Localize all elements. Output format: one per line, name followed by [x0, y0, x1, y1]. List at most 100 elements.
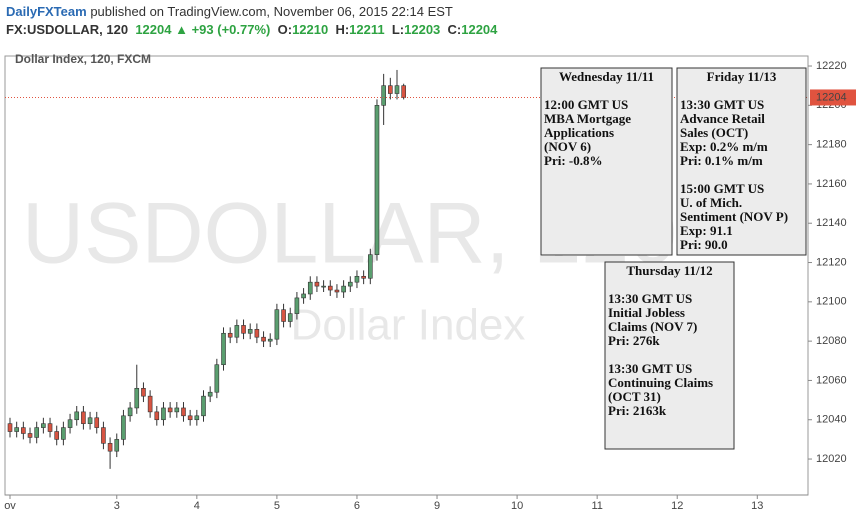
- x-tick-label: 11: [591, 500, 602, 512]
- candle-body: [321, 285, 326, 288]
- high-label: H:: [335, 22, 350, 37]
- candle-body: [388, 85, 393, 94]
- event-line: 13:30 GMT US: [608, 291, 692, 306]
- candle-body: [301, 293, 306, 299]
- candle-body: [121, 415, 126, 440]
- y-tick-label: 12080: [816, 335, 847, 347]
- event-line: Exp: 0.2% m/m: [680, 139, 768, 154]
- y-tick-label: 12040: [816, 414, 847, 426]
- candle-body: [61, 427, 66, 440]
- candle-body: [181, 407, 186, 417]
- change: +93 (+0.77%): [191, 22, 271, 37]
- symbol-line: FX:USDOLLAR, 120 12204 ▲ +93 (+0.77%) O:…: [6, 22, 497, 37]
- watermark-sub: Dollar Index: [291, 301, 526, 350]
- candle-body: [7, 423, 13, 432]
- event-box-frame: [604, 261, 735, 450]
- candle-body: [147, 395, 153, 413]
- candle-body: [154, 411, 160, 421]
- y-tick-label: 12060: [816, 374, 847, 386]
- candle-body: [21, 427, 26, 434]
- y-tick-label: 12180: [816, 139, 847, 151]
- event-line: Claims (NOV 7): [608, 319, 697, 334]
- candle-body: [241, 325, 246, 334]
- event-line: (NOV 6): [544, 139, 591, 154]
- event-line: MBA Mortgage: [544, 111, 631, 126]
- candle-body: [247, 329, 253, 334]
- y-tick-label: 12120: [816, 256, 847, 268]
- candle-body: [274, 309, 280, 340]
- y-tick-label: 12160: [816, 178, 847, 190]
- x-tick-label: 12: [671, 500, 683, 512]
- candle-body: [167, 407, 173, 413]
- high-value: 12211: [349, 22, 385, 37]
- candle-body: [361, 275, 366, 279]
- candle-body: [41, 423, 46, 428]
- event-line: 12:00 GMT US: [544, 97, 628, 112]
- y-tick-label: 12140: [816, 217, 847, 229]
- candle-body: [47, 423, 53, 432]
- candle-body: [87, 417, 93, 424]
- candle-body: [334, 289, 340, 293]
- event-title: Wednesday 11/11: [559, 69, 654, 84]
- x-tick-label: 6: [354, 500, 360, 512]
- candle-body: [94, 417, 100, 428]
- candle-body: [214, 364, 220, 393]
- event-line: Continuing Claims: [608, 375, 713, 390]
- candle-body: [207, 391, 213, 397]
- chart-title: Dollar Index, 120, FXCM: [15, 52, 151, 66]
- y-tick-label: 12220: [816, 60, 847, 72]
- candle-body: [287, 313, 293, 322]
- candle-body: [201, 395, 206, 417]
- close-label: C:: [447, 22, 462, 37]
- candle-body: [261, 336, 266, 342]
- open-value: 12210: [292, 22, 329, 37]
- low-value: 12203: [404, 22, 441, 37]
- candle-body: [234, 325, 240, 338]
- low-label: L:: [391, 22, 405, 37]
- candle-body: [174, 407, 180, 413]
- candle-body: [114, 439, 120, 452]
- publish-line: DailyFXTeam published on TradingView.com…: [6, 4, 453, 19]
- candle-body: [394, 85, 400, 94]
- event-title: Friday 11/13: [707, 69, 777, 84]
- candle-body: [281, 309, 286, 322]
- header: DailyFXTeam published on TradingView.com…: [0, 0, 858, 44]
- candle-body: [221, 332, 226, 366]
- candle-body: [67, 419, 73, 428]
- x-tick-label: 3: [114, 500, 120, 512]
- x-tick-label: 9: [434, 500, 440, 512]
- event-line: Pri: -0.8%: [544, 153, 602, 168]
- publish-info: published on TradingView.com, November 0…: [90, 4, 453, 19]
- candle-body: [381, 85, 386, 106]
- candle-body: [127, 407, 133, 417]
- candle-body: [314, 281, 320, 287]
- candle-body: [101, 427, 106, 444]
- event-line: Sales (OCT): [680, 125, 748, 140]
- candle-body: [187, 415, 193, 421]
- author-link[interactable]: DailyFXTeam: [6, 4, 87, 19]
- candle-body: [368, 254, 373, 279]
- event-line: (OCT 31): [608, 389, 661, 404]
- event-line: Pri: 0.1% m/m: [680, 153, 763, 168]
- event-line: Applications: [544, 125, 614, 140]
- event-line: 13:30 GMT US: [608, 361, 692, 376]
- y-tick-label: 12100: [816, 296, 847, 308]
- last-price-box: [810, 89, 856, 106]
- event-box-frame: [676, 67, 807, 256]
- candle-body: [267, 338, 273, 342]
- candle-body: [107, 443, 113, 452]
- candle-body: [54, 431, 60, 440]
- change-arrow: ▲: [175, 22, 188, 37]
- x-tick-label: 5: [274, 500, 280, 512]
- event-title: Thursday 11/12: [626, 263, 712, 278]
- candle-body: [34, 427, 39, 438]
- candle-body: [354, 275, 360, 283]
- y-tick-label: 12020: [816, 453, 847, 465]
- x-tick-label: 10: [511, 500, 523, 512]
- candle-body: [294, 297, 300, 314]
- candle-body: [227, 332, 233, 338]
- candle-body: [254, 329, 260, 338]
- open-label: O:: [277, 22, 293, 37]
